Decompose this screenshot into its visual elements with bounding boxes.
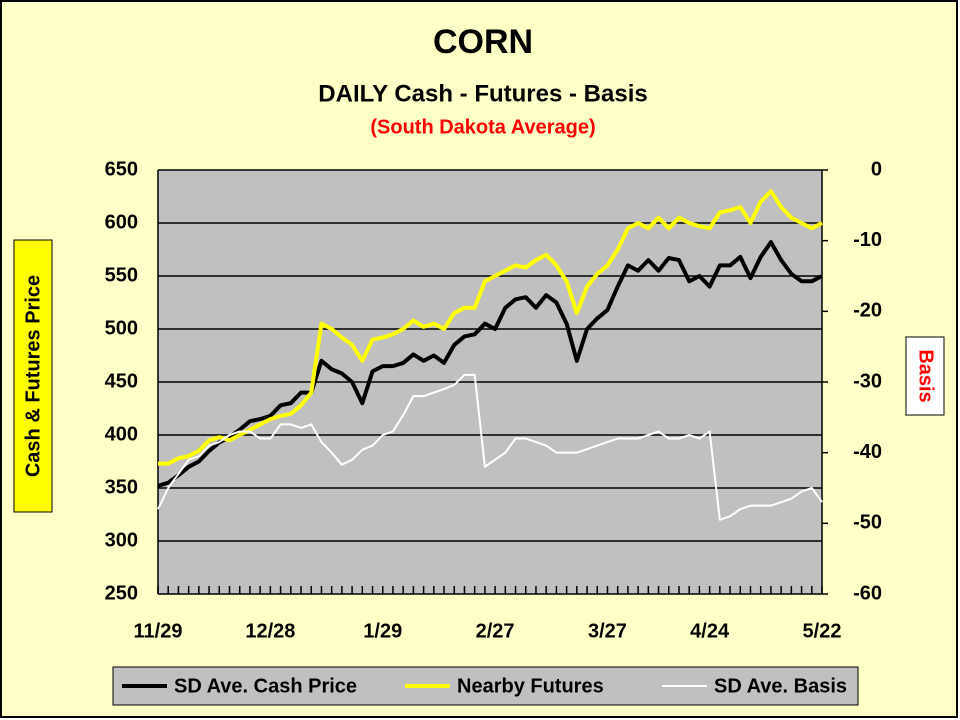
y2-tick-label: -50	[853, 512, 882, 534]
annotation: (South Dakota Average)	[370, 116, 595, 138]
y2-tick-label: -40	[853, 441, 882, 463]
y-tick-label: 500	[105, 317, 138, 339]
legend-label: SD Ave. Basis	[714, 675, 847, 697]
legend-label: SD Ave. Cash Price	[174, 675, 357, 697]
y2-label-box	[905, 336, 945, 416]
series-line	[157, 240, 823, 488]
legend-label: Nearby Futures	[457, 675, 604, 697]
series-line	[158, 189, 823, 466]
y2-axis-label: Basis	[915, 349, 937, 402]
y2-tick-label: -60	[853, 582, 882, 604]
y-tick-label: 350	[105, 476, 138, 498]
y-tick-label: 400	[105, 423, 138, 445]
x-tick-label: 1/29	[363, 620, 402, 642]
y2-tick-label: -20	[853, 300, 882, 322]
y2-tick-label: 0	[871, 158, 882, 180]
y-tick-label: 600	[105, 211, 138, 233]
y-tick-label: 550	[105, 264, 138, 286]
y-tick-label: 250	[105, 582, 138, 604]
x-tick-label: 2/27	[476, 620, 515, 642]
x-tick-label: 5/22	[803, 620, 842, 642]
chart-subtitle: DAILY Cash - Futures - Basis	[318, 80, 647, 107]
legend	[112, 666, 859, 706]
y2-tick-label: -30	[853, 370, 882, 392]
y-tick-label: 650	[105, 158, 138, 180]
y-tick-label: 450	[105, 370, 138, 392]
y2-tick-label: -10	[853, 229, 882, 251]
x-tick-label: 3/27	[588, 620, 627, 642]
y-label-box	[13, 239, 53, 513]
y-tick-label: 300	[105, 529, 138, 551]
x-tick-label: 12/28	[245, 620, 295, 642]
x-tick-label: 11/29	[134, 620, 183, 642]
y-axis-label: Cash & Futures Price	[22, 275, 44, 477]
series-line	[157, 373, 823, 521]
chart-title: CORN	[433, 23, 533, 61]
x-tick-label: 4/24	[690, 620, 730, 642]
